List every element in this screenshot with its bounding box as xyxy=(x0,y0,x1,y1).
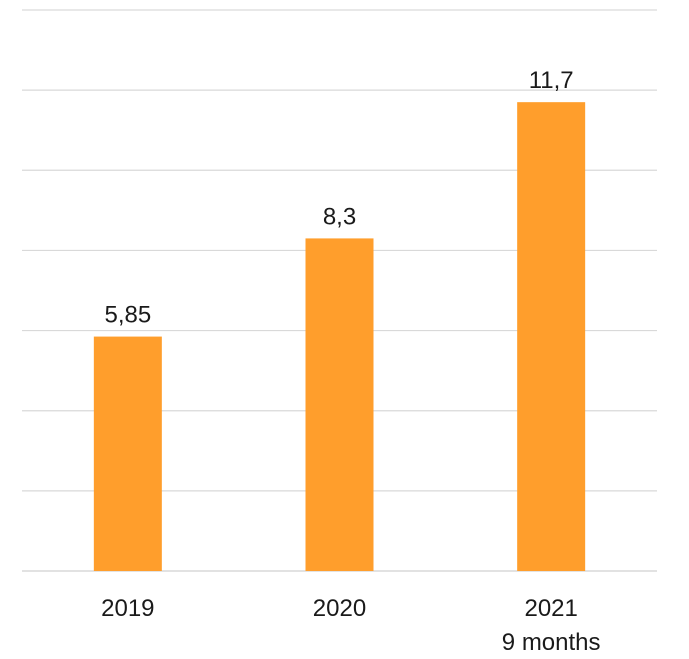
x-tick-label-2021: 2021 xyxy=(524,595,577,622)
x-tick-sublabel-2021: 9 months xyxy=(502,629,601,656)
data-label-2019: 5,85 xyxy=(104,302,151,329)
bar-2021 xyxy=(517,102,586,572)
data-label-2020: 8,3 xyxy=(323,203,356,230)
data-label-2021: 11,7 xyxy=(529,67,574,94)
x-tick-label-2019: 2019 xyxy=(101,595,154,622)
bars xyxy=(93,102,586,572)
bar-2019 xyxy=(93,336,162,571)
x-tick-labels: 2019 2020 2021 9 months xyxy=(101,595,600,656)
bar-2020 xyxy=(305,238,374,571)
x-tick-label-2020: 2020 xyxy=(313,595,366,622)
data-labels: 5,85 8,3 11,7 xyxy=(104,67,573,328)
